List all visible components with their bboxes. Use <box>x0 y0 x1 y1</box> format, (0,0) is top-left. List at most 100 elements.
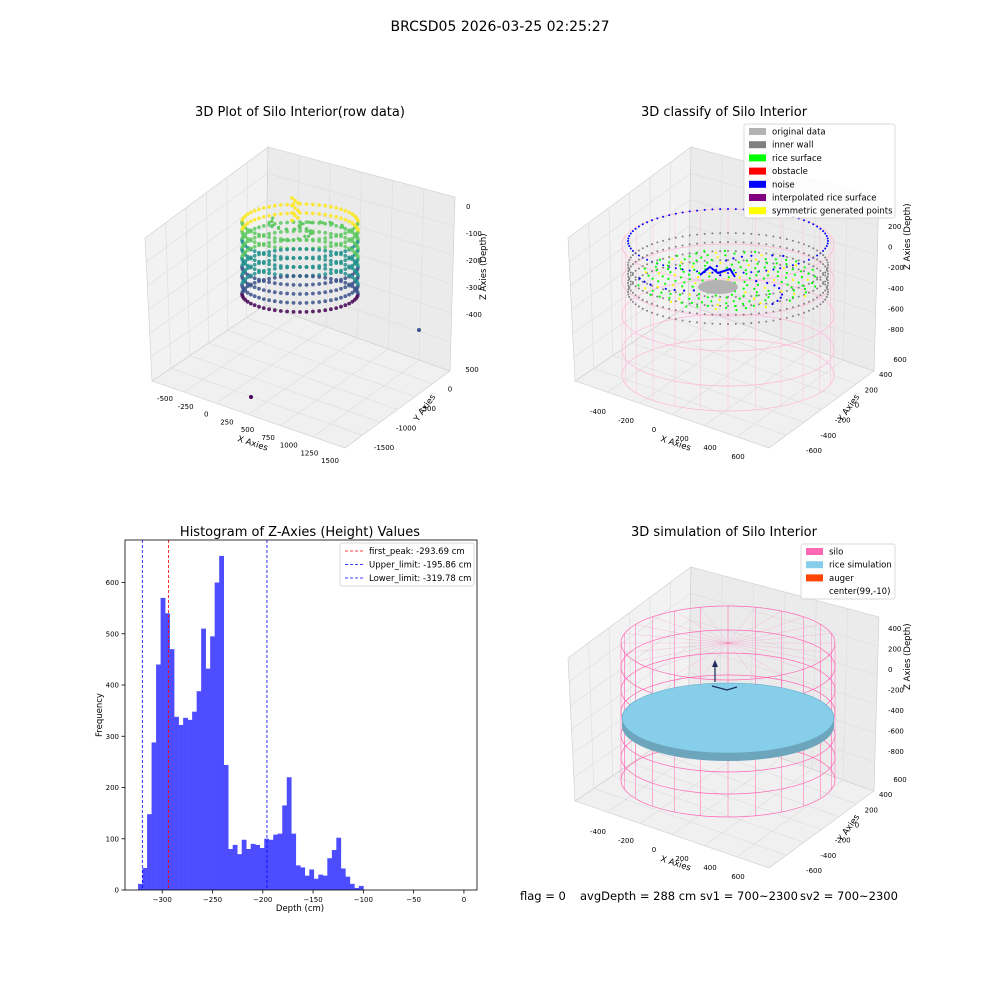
cls-inner-wall-point <box>824 274 827 277</box>
cls-surface-point <box>744 291 747 294</box>
raw-point <box>317 203 322 207</box>
histogram-bar <box>322 875 328 890</box>
raw-point <box>347 264 351 269</box>
footer-flag: flag = 0 <box>520 889 566 903</box>
raw-point <box>278 300 283 304</box>
raw-point <box>343 258 348 263</box>
sim-legend-label: auger <box>829 574 854 584</box>
cls-surface-point <box>732 269 736 272</box>
raw-point <box>343 208 348 213</box>
sim-silo-roof-line <box>635 642 729 662</box>
raw-point <box>296 208 300 213</box>
raw-point <box>355 254 360 258</box>
cls-surface-point <box>771 254 774 257</box>
raw-gridline <box>145 173 455 263</box>
histogram-bar <box>214 582 220 890</box>
raw-point <box>257 252 261 257</box>
raw-point <box>252 271 257 276</box>
cls-surface-point <box>643 267 646 270</box>
cls-inner-wall-point <box>634 303 637 306</box>
cls-noise-point <box>825 245 828 247</box>
cls-inner-wall-point <box>797 250 800 253</box>
raw-point <box>298 229 302 233</box>
histogram-bar <box>300 867 306 890</box>
cls-surface-point <box>807 272 810 275</box>
raw-point <box>278 282 283 286</box>
cls-inner-wall-point <box>627 275 630 278</box>
raw-point <box>317 282 322 286</box>
cls-inner-wall-point <box>727 323 729 325</box>
histogram-bar <box>250 843 256 890</box>
raw-point <box>298 292 302 296</box>
cls-surface-point <box>708 272 711 275</box>
raw-point <box>252 208 257 213</box>
raw-point <box>267 235 271 240</box>
raw-point <box>323 230 328 235</box>
raw-point <box>343 235 348 240</box>
raw-point <box>267 258 271 263</box>
cls-surface-point <box>742 294 745 297</box>
raw-point <box>343 217 348 222</box>
cls-inner-wall-point <box>627 279 630 282</box>
raw-point <box>285 291 289 296</box>
raw-point <box>347 301 351 306</box>
raw-point <box>323 299 328 304</box>
cls-surface-point <box>766 281 769 285</box>
cls-inner-wall-point <box>816 278 819 281</box>
cls-inner-wall-point <box>803 261 805 264</box>
sim-silo-roof-line <box>727 607 756 644</box>
cls-inner-wall-point <box>646 254 649 257</box>
cls-surface-point <box>797 281 800 284</box>
cls-surface-point <box>765 262 769 265</box>
raw-point <box>323 290 328 295</box>
cls-inner-wall-point <box>688 234 691 237</box>
cls-noise-point <box>631 249 634 252</box>
cls-surface-point <box>755 291 759 294</box>
cls-noise-point <box>646 258 649 261</box>
raw-point <box>245 266 250 271</box>
cls-surface-point <box>772 278 776 282</box>
raw-point <box>350 299 355 304</box>
cls-surface-point <box>803 266 806 269</box>
cls-surface-point <box>654 265 658 268</box>
cls-noise-point <box>803 219 805 222</box>
raw-point <box>329 240 333 245</box>
histogram-bar <box>169 649 175 890</box>
cls-inner-wall-point <box>674 300 677 303</box>
cls-surface-point <box>735 273 738 276</box>
raw-point <box>303 234 307 238</box>
cls-inner-wall-point <box>785 307 788 310</box>
cls-surface-point <box>661 275 664 278</box>
histogram-bar <box>295 865 301 890</box>
raw-point <box>257 207 261 212</box>
raw-point <box>252 280 257 285</box>
raw-point <box>334 297 339 301</box>
cls-inner-wall-point <box>827 264 829 266</box>
cls-inner-wall-point <box>634 260 637 263</box>
raw-point <box>334 251 339 255</box>
raw-point <box>267 213 271 218</box>
raw-point <box>272 281 277 286</box>
cls-inner-wall-point <box>826 275 829 278</box>
raw-point <box>304 274 309 278</box>
raw-point <box>343 231 348 236</box>
raw-point <box>311 309 315 314</box>
raw-point <box>252 267 257 272</box>
cls-surface-point <box>637 284 640 287</box>
panel-classify-title: 3D classify of Silo Interior <box>641 105 808 120</box>
histogram-x-tick-label: −300 <box>153 896 172 904</box>
histogram-bar <box>340 868 346 890</box>
raw-point <box>304 301 309 305</box>
raw-point <box>304 220 309 225</box>
cls-noise-point <box>827 240 829 242</box>
raw-point <box>252 226 257 231</box>
cls-surface-point <box>775 262 778 265</box>
cls-inner-wall-point <box>797 268 800 271</box>
cls-surface-point <box>795 260 798 263</box>
cls-inner-wall-point <box>779 263 782 266</box>
cls-surface-point <box>806 278 809 281</box>
raw-point <box>347 255 351 260</box>
cls-inner-wall-point <box>819 285 822 288</box>
raw-point <box>284 227 288 231</box>
cls-inner-wall-point <box>646 300 649 303</box>
